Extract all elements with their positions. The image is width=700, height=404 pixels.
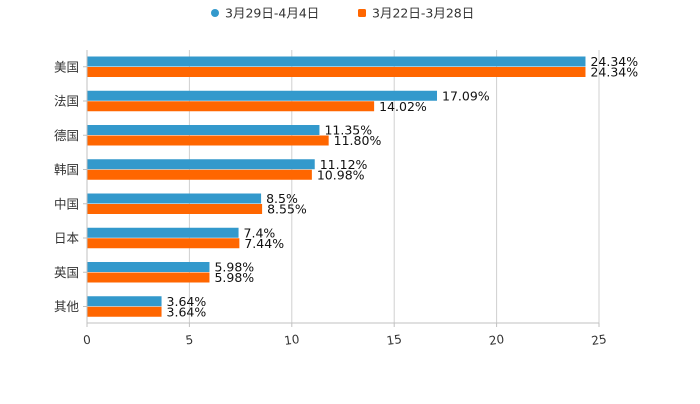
x-tick-label: 10 xyxy=(283,332,300,348)
x-tick-label: 20 xyxy=(488,332,505,348)
bar-series2 xyxy=(87,306,162,317)
data-label: 3.64% xyxy=(167,304,207,319)
y-category-label: 中国 xyxy=(54,196,79,211)
legend-marker-series1 xyxy=(211,9,219,17)
bar-series1 xyxy=(87,227,239,238)
legend-marker-series2 xyxy=(358,9,366,17)
data-label: 3.64% xyxy=(167,294,207,309)
x-tick-label: 5 xyxy=(185,333,195,348)
bar-series1 xyxy=(87,262,210,272)
y-category-label: 法国 xyxy=(54,94,79,109)
bar-series2 xyxy=(87,238,240,249)
bar-series1 xyxy=(87,90,438,101)
bar-series2 xyxy=(87,101,375,112)
data-label: 5.98% xyxy=(214,270,254,285)
data-label: 7.4% xyxy=(244,225,276,240)
legend-label: 3月29日-4月4日 xyxy=(225,6,319,21)
data-label: 14.02% xyxy=(379,99,427,114)
x-tick-label: 25 xyxy=(590,332,607,348)
y-category-label: 韩国 xyxy=(54,162,79,177)
data-label: 11.12% xyxy=(320,157,368,172)
bar-series2 xyxy=(87,135,329,146)
bar-series2 xyxy=(87,272,210,283)
bar-series1 xyxy=(87,159,315,170)
y-category-label: 日本 xyxy=(54,231,80,246)
bar-series1 xyxy=(87,296,162,307)
x-tick-label: 0 xyxy=(82,333,92,348)
data-label: 11.35% xyxy=(324,123,372,138)
bar-series2 xyxy=(87,67,586,77)
y-category-label: 英国 xyxy=(54,265,79,280)
data-label: 17.09% xyxy=(442,88,490,103)
bar-series2 xyxy=(87,169,312,180)
legend-label: 3月22日-3月28日 xyxy=(372,6,474,21)
data-label: 8.55% xyxy=(267,202,307,217)
data-label: 8.5% xyxy=(266,191,298,206)
data-label: 11.80% xyxy=(334,133,382,148)
data-label: 10.98% xyxy=(317,167,365,182)
bar-series1 xyxy=(87,125,320,135)
data-label: 5.98% xyxy=(214,260,254,275)
bar-series1 xyxy=(87,193,262,204)
data-label: 24.34% xyxy=(590,54,638,69)
bar-series2 xyxy=(87,204,263,214)
y-category-label: 德国 xyxy=(54,128,79,143)
data-label: 24.34% xyxy=(590,65,638,80)
x-tick-label: 15 xyxy=(386,332,403,348)
y-category-label: 美国 xyxy=(54,59,79,74)
data-label: 7.44% xyxy=(244,236,284,251)
bar-series1 xyxy=(87,56,586,67)
y-category-label: 其他 xyxy=(54,299,80,314)
